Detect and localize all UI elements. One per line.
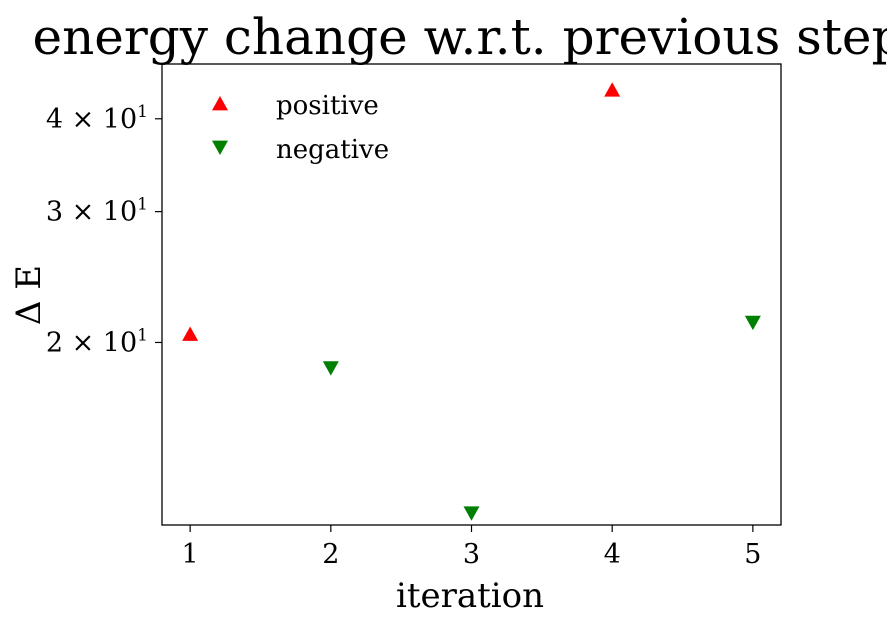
- plot-frame: [161, 63, 782, 526]
- data-point-negative: [463, 506, 480, 521]
- y-tick-label: 3 × 101: [46, 195, 148, 228]
- data-point-positive: [604, 82, 621, 97]
- legend-label-positive: positive: [276, 91, 379, 121]
- x-tick-label: 1: [182, 539, 199, 570]
- x-tick-label: 5: [744, 539, 761, 570]
- x-tick-label: 3: [463, 539, 480, 570]
- data-points: [182, 82, 761, 521]
- data-point-negative: [322, 361, 339, 376]
- y-axis-label: Δ E: [9, 265, 49, 325]
- legend: positive negative: [212, 91, 389, 165]
- data-point-negative: [744, 315, 761, 331]
- y-tick-label: 2 × 101: [46, 325, 148, 358]
- y-axis: 2 × 101 3 × 101 4 × 101: [46, 102, 162, 358]
- x-tick-label: 2: [322, 539, 339, 570]
- legend-marker-positive: [212, 96, 228, 111]
- legend-label-negative: negative: [276, 135, 389, 165]
- legend-marker-negative: [212, 140, 228, 155]
- data-point-positive: [182, 326, 199, 341]
- x-axis: 1 2 3 4 5: [182, 525, 761, 570]
- y-tick-label: 4 × 101: [46, 102, 148, 135]
- x-axis-label: iteration: [396, 576, 544, 616]
- x-tick-label: 4: [604, 539, 621, 570]
- chart-title: energy change w.r.t. previous step: [32, 8, 887, 66]
